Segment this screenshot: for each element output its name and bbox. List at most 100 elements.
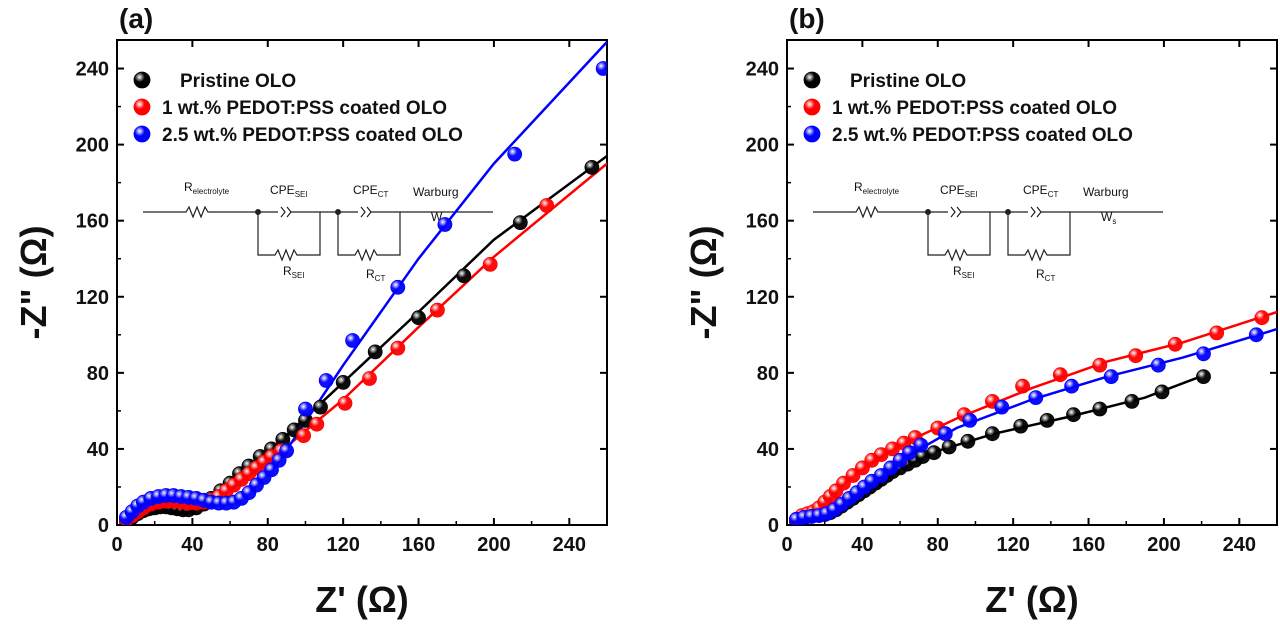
data-point-series-2 xyxy=(298,401,313,417)
cpe-ct-branch xyxy=(337,206,401,262)
data-point-series-0 xyxy=(926,445,942,461)
data-point-series-0 xyxy=(960,433,976,449)
label-cpe-sei-main: CPE xyxy=(940,183,965,197)
label-w-main: W xyxy=(1101,210,1113,224)
data-point-series-0 xyxy=(985,426,1000,442)
x-tick-label: 120 xyxy=(996,534,1029,556)
label-r-electrolyte-main: R xyxy=(854,180,863,194)
data-point-series-0 xyxy=(512,215,528,231)
resistor-electrolyte xyxy=(143,205,258,219)
data-point-series-0 xyxy=(1196,369,1211,385)
data-point-series-2 xyxy=(1248,327,1264,343)
y-tick-label: 200 xyxy=(746,135,779,157)
data-point-series-2 xyxy=(902,445,917,461)
label-cpe-sei-main: CPE xyxy=(270,183,295,197)
data-point-series-0 xyxy=(1066,407,1081,423)
x-tick-label: 200 xyxy=(477,534,510,556)
x-tick-label: 80 xyxy=(927,534,949,556)
legend-marker-0 xyxy=(133,71,151,89)
data-point-series-1 xyxy=(1015,378,1030,394)
data-point-series-1 xyxy=(1128,348,1144,364)
label-cpe-ct-main: CPE xyxy=(353,183,378,197)
label-r-ct-sub: CT xyxy=(375,274,386,283)
label-r-sei-main: R xyxy=(283,264,292,278)
x-tick-label: 40 xyxy=(181,534,203,556)
data-point-series-2 xyxy=(994,399,1010,415)
y-axis-title: -Z" (Ω) xyxy=(13,226,54,340)
label-r-sei: RSEI xyxy=(953,264,975,280)
legend-entry-2: 2.5 wt.% PEDOT:PSS coated OLO xyxy=(832,125,1133,146)
x-axis-title: Z' (Ω) xyxy=(985,579,1078,620)
data-point-series-2 xyxy=(437,217,453,232)
label-r-ct-main: R xyxy=(1036,267,1045,281)
label-cpe-sei-sub: SEI xyxy=(295,190,308,199)
data-point-series-2 xyxy=(279,443,295,459)
x-tick-label: 200 xyxy=(1147,534,1180,556)
data-point-series-1 xyxy=(482,256,498,272)
data-point-series-0 xyxy=(411,310,426,326)
cpe-sei-branch xyxy=(257,206,321,262)
x-axis-title: Z' (Ω) xyxy=(315,579,408,620)
data-point-series-1 xyxy=(296,428,312,444)
fit-line-series-1 xyxy=(125,162,607,523)
label-r-sei: RSEI xyxy=(283,264,305,280)
x-tick-label: 240 xyxy=(553,534,586,556)
data-point-series-1 xyxy=(337,395,353,411)
label-r-ct: RCT xyxy=(1036,267,1055,283)
label-warburg: Warburg xyxy=(1083,185,1129,199)
label-r-electrolyte-sub: electrolyte xyxy=(193,187,230,196)
x-tick-label: 240 xyxy=(1223,534,1256,556)
y-tick-label: 160 xyxy=(76,211,109,233)
x-tick-label: 40 xyxy=(851,534,873,556)
legend-marker-1 xyxy=(803,98,821,116)
data-point-series-0 xyxy=(584,159,600,175)
data-point-series-2 xyxy=(1028,390,1044,406)
data-point-series-2 xyxy=(345,333,361,348)
label-r-sei-sub: SEI xyxy=(292,271,305,280)
legend-marker-1 xyxy=(133,98,151,116)
y-tick-label: 80 xyxy=(757,363,779,385)
panel-b: (b) 0 40 80 120 160 200 240 0 40 80 120 160 200 240 Z' … xyxy=(683,3,1278,620)
data-point-series-2 xyxy=(1150,357,1166,373)
panel-a: (a) 0 40 80 120 160 200 240 0 40 80 120 160 200 240 Z' … xyxy=(13,3,608,620)
data-point-series-1 xyxy=(1167,336,1183,352)
data-point-series-0 xyxy=(313,399,328,415)
label-cpe-sei: CPESEI xyxy=(940,183,978,199)
data-point-series-0 xyxy=(1039,412,1055,428)
label-w: Ws xyxy=(1101,210,1116,226)
legend-entry-0: Pristine OLO xyxy=(850,71,966,92)
label-r-electrolyte-main: R xyxy=(184,180,193,194)
y-tick-label: 40 xyxy=(757,439,779,461)
data-point-series-2 xyxy=(962,412,978,428)
label-cpe-ct-sub: CT xyxy=(378,190,389,199)
legend-entry-2: 2.5 wt.% PEDOT:PSS coated OLO xyxy=(162,125,463,146)
label-r-ct: RCT xyxy=(366,267,385,283)
label-w-sub: s xyxy=(1112,217,1116,226)
plot-area xyxy=(119,41,607,525)
resistor-electrolyte xyxy=(813,205,928,219)
data-point-series-0 xyxy=(941,439,957,455)
data-point-series-0 xyxy=(1092,401,1108,417)
data-point-series-1 xyxy=(429,302,445,318)
data-point-series-2 xyxy=(318,373,334,388)
data-point-series-0 xyxy=(456,268,472,284)
data-point-series-1 xyxy=(1254,310,1270,326)
data-point-series-0 xyxy=(335,374,351,390)
data-point-series-0 xyxy=(1013,418,1029,434)
data-point-series-2 xyxy=(1064,378,1079,394)
cpe-ct-branch xyxy=(1007,206,1071,262)
data-point-series-1 xyxy=(390,340,406,356)
panel-label: (b) xyxy=(789,3,825,34)
data-point-series-2 xyxy=(1103,369,1119,385)
label-warburg: Warburg xyxy=(413,185,459,199)
label-r-sei-sub: SEI xyxy=(962,271,975,280)
x-tick-label: 0 xyxy=(111,534,122,556)
x-tick-label: 160 xyxy=(402,534,435,556)
legend-marker-2 xyxy=(803,125,821,143)
data-point-series-1 xyxy=(309,416,325,432)
data-point-series-1 xyxy=(1092,357,1108,373)
plot-frame xyxy=(116,39,608,526)
